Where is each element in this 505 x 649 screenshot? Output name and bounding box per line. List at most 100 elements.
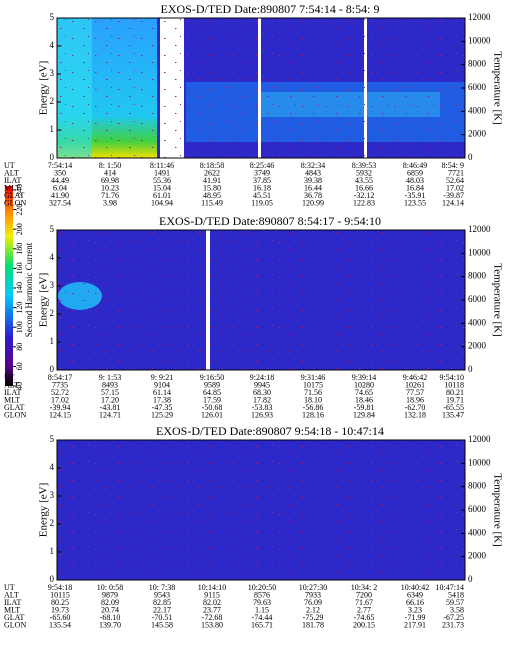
y-tick-label: 0 — [50, 152, 55, 162]
row-value: 16.66 — [355, 183, 373, 192]
row-value: 22.17 — [153, 605, 171, 614]
colorbar-tick-label: 40 — [15, 382, 24, 390]
row-value: 37.85 — [253, 176, 271, 185]
y-tick-label: 1 — [50, 546, 55, 556]
row-value: 115.49 — [201, 198, 223, 207]
row-label: MLT — [4, 395, 20, 404]
row-value: 129.84 — [353, 410, 375, 419]
row-value: 217.91 — [404, 620, 426, 629]
row-value: 124.15 — [49, 410, 71, 419]
y2-axis-label: Temperature [K] — [491, 473, 503, 546]
colorbar-tick-label: 140 — [15, 282, 24, 294]
row-value: 8:54:17 — [48, 373, 72, 382]
row-value: 9543 — [154, 590, 170, 599]
row-label: GLON — [4, 410, 26, 419]
row-value: 74.65 — [355, 388, 373, 397]
row-value: 3.58 — [450, 605, 464, 614]
row-value: -53.83 — [252, 403, 273, 412]
y2-tick-label: 10000 — [468, 247, 491, 257]
row-value: 8:39:53 — [352, 161, 376, 170]
row-value: 18.96 — [406, 395, 424, 404]
row-label: ILAT — [4, 598, 21, 607]
row-value: 200.15 — [353, 620, 375, 629]
row-value: -35.91 — [405, 191, 426, 200]
y2-tick-label: 4000 — [468, 527, 487, 537]
row-value: 153.80 — [201, 620, 223, 629]
row-label: UT — [4, 161, 15, 170]
row-value: 8:46:49 — [403, 161, 427, 170]
row-value: 9:46:42 — [403, 373, 427, 382]
row-value: 8493 — [102, 380, 118, 389]
panel-title: EXOS-D/TED Date:890807 8:54:17 - 9:54:10 — [159, 214, 381, 228]
row-value: 15.04 — [153, 183, 171, 192]
row-value: 17.38 — [153, 395, 171, 404]
y-tick-label: 0 — [50, 574, 55, 584]
row-value: 6859 — [407, 168, 423, 177]
row-value: 8: 1:50 — [99, 161, 121, 170]
colorbar-tick-label: 180 — [15, 243, 24, 255]
row-value: 10115 — [50, 590, 70, 599]
row-value: 52.72 — [51, 388, 69, 397]
row-value: 43.55 — [355, 176, 373, 185]
row-value: 10261 — [405, 380, 425, 389]
row-value: 52.64 — [446, 176, 464, 185]
row-value: 165.71 — [251, 620, 273, 629]
colorbar-tick-label: 240 — [15, 184, 24, 196]
y-tick-label: 2 — [50, 518, 55, 528]
row-value: 9:54:18 — [48, 583, 72, 592]
y2-tick-label: 0 — [468, 152, 473, 162]
y-tick-label: 2 — [50, 96, 55, 106]
y-axis-label: Energy [eV] — [38, 61, 50, 115]
row-label: GLON — [4, 198, 26, 207]
row-label: GLAT — [4, 191, 25, 200]
row-value: 7:54:14 — [48, 161, 72, 170]
row-value: 79.63 — [253, 598, 271, 607]
row-value: 15.80 — [203, 183, 221, 192]
row-label: MLT — [4, 183, 20, 192]
row-value: 132.18 — [404, 410, 426, 419]
row-value: 48.03 — [406, 176, 424, 185]
row-value: 1491 — [154, 168, 170, 177]
row-value: -68.10 — [100, 613, 121, 622]
row-value: 44.49 — [51, 176, 69, 185]
row-value: 10: 0:58 — [97, 583, 123, 592]
y-tick-label: 1 — [50, 336, 55, 346]
row-value: 17.02 — [51, 395, 69, 404]
row-value: 71.56 — [304, 388, 322, 397]
row-value: 135.47 — [442, 410, 464, 419]
y2-axis-label: Temperature [K] — [491, 51, 503, 124]
row-value: 1.15 — [255, 605, 269, 614]
colorbar-title: Second Harmonic Current — [24, 242, 34, 337]
row-value: 39.38 — [304, 176, 322, 185]
row-value: 71.67 — [355, 598, 373, 607]
y2-tick-label: 10000 — [468, 457, 491, 467]
row-value: 10:20:50 — [248, 583, 276, 592]
row-value: 2.77 — [357, 605, 371, 614]
y-tick-label: 4 — [50, 40, 55, 50]
row-value: 82.02 — [203, 598, 221, 607]
row-value: 55.36 — [153, 176, 171, 185]
row-label: ALT — [4, 380, 19, 389]
y2-tick-label: 12000 — [468, 434, 491, 444]
row-value: 66.16 — [406, 598, 424, 607]
row-value: 125.29 — [151, 410, 173, 419]
colorbar-tick-label: 220 — [15, 204, 24, 216]
row-value: -74.44 — [252, 613, 273, 622]
row-value: 16.44 — [304, 183, 322, 192]
row-value: 3749 — [254, 168, 270, 177]
row-value: 350 — [54, 168, 66, 177]
row-value: 10175 — [303, 380, 323, 389]
panel-title: EXOS-D/TED Date:890807 7:54:14 - 8:54: 9 — [161, 2, 380, 16]
row-value: 126.01 — [201, 410, 223, 419]
row-value: 71.76 — [101, 191, 119, 200]
row-value: 23.77 — [203, 605, 221, 614]
row-value: 10:40:42 — [401, 583, 429, 592]
y2-tick-label: 12000 — [468, 12, 491, 22]
row-value: 5932 — [356, 168, 372, 177]
y-tick-label: 0 — [50, 364, 55, 374]
row-value: 82.85 — [153, 598, 171, 607]
row-value: -74.65 — [354, 613, 375, 622]
y2-axis-label: Temperature [K] — [491, 263, 503, 336]
y2-tick-label: 4000 — [468, 317, 487, 327]
row-value: 8:54: 9 — [442, 161, 464, 170]
